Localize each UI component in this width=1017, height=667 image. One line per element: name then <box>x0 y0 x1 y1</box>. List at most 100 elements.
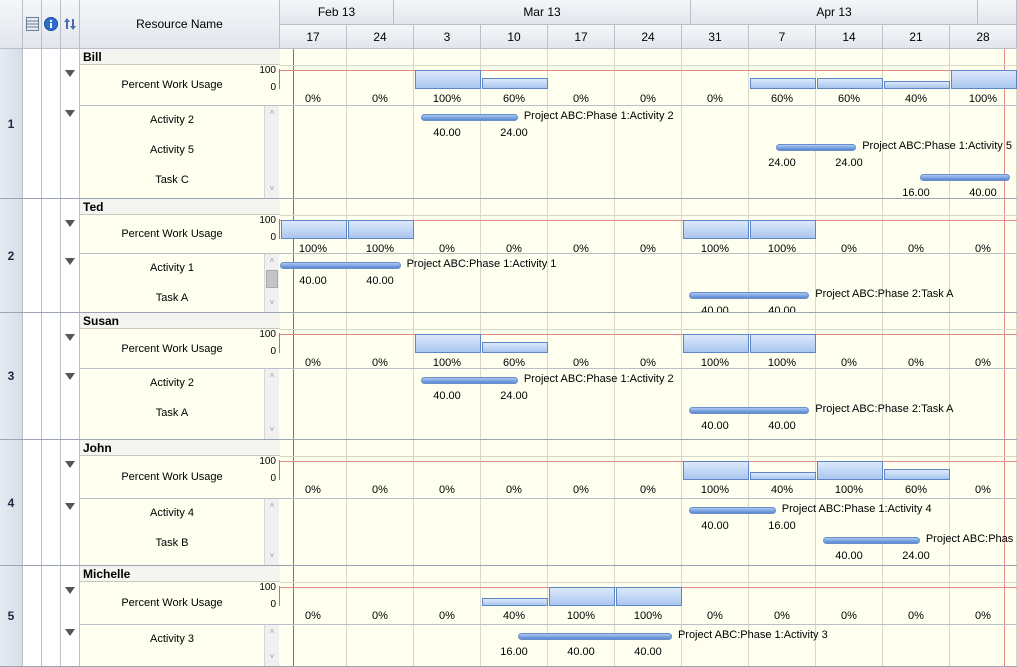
resource-name[interactable]: Ted <box>80 199 280 215</box>
usage-bar[interactable] <box>817 78 883 89</box>
gantt-bar[interactable] <box>280 262 401 269</box>
week-header[interactable]: 7 <box>749 25 816 49</box>
gantt-bar[interactable] <box>775 144 857 151</box>
week-header[interactable]: 28 <box>950 25 1017 49</box>
week-header[interactable]: 21 <box>883 25 950 49</box>
scroll-up-icon[interactable]: ˄ <box>269 501 275 510</box>
sort-arrows-icon[interactable] <box>61 0 80 49</box>
week-header[interactable]: 31 <box>682 25 749 49</box>
activity-scrollbar[interactable]: ˄ ˅ <box>264 254 279 312</box>
week-header[interactable]: 24 <box>347 25 414 49</box>
week-header[interactable]: 17 <box>548 25 615 49</box>
resource-name[interactable]: Susan <box>80 313 280 329</box>
scroll-up-icon[interactable]: ˄ <box>269 627 275 636</box>
usage-bar[interactable] <box>951 70 1017 89</box>
week-header[interactable]: 3 <box>414 25 481 49</box>
usage-bar[interactable] <box>750 78 816 89</box>
scroll-down-icon[interactable]: ˅ <box>269 298 275 307</box>
activity-name[interactable]: Activity 1 <box>149 262 194 274</box>
collapse-usage-icon[interactable] <box>65 587 75 594</box>
usage-bar[interactable] <box>482 598 548 606</box>
scroll-down-icon[interactable]: ˅ <box>269 652 275 661</box>
row-number[interactable]: 2 <box>0 199 23 313</box>
usage-bar[interactable] <box>750 472 816 480</box>
scroll-up-icon[interactable]: ˄ <box>269 256 275 265</box>
scroll-thumb[interactable] <box>266 270 278 288</box>
resource-name[interactable]: John <box>80 440 280 456</box>
scroll-down-icon[interactable]: ˅ <box>269 425 275 434</box>
usage-bar[interactable] <box>683 461 749 480</box>
info-icon[interactable] <box>42 0 61 49</box>
week-header[interactable]: 10 <box>481 25 548 49</box>
usage-percent: 40% <box>502 610 526 622</box>
usage-bar[interactable] <box>616 587 682 606</box>
week-header[interactable]: 24 <box>615 25 682 49</box>
week-header[interactable]: 17 <box>280 25 347 49</box>
collapse-activities-icon[interactable] <box>65 503 75 510</box>
gantt-bar[interactable] <box>688 507 776 514</box>
month-header[interactable]: Mar 13 <box>394 0 691 25</box>
activity-scrollbar[interactable]: ˄ ˅ <box>264 369 279 439</box>
usage-bar[interactable] <box>549 587 615 606</box>
usage-bar[interactable] <box>348 220 414 239</box>
grid-icon[interactable] <box>23 0 42 49</box>
row-number[interactable]: 5 <box>0 566 23 667</box>
collapse-usage-icon[interactable] <box>65 70 75 77</box>
gantt-bar[interactable] <box>688 292 810 299</box>
gantt-bar[interactable] <box>919 174 1011 181</box>
usage-bar[interactable] <box>482 342 548 353</box>
row-number[interactable]: 3 <box>0 313 23 440</box>
collapse-usage-icon[interactable] <box>65 461 75 468</box>
activity-name[interactable]: Activity 2 <box>149 377 194 389</box>
collapse-usage-icon[interactable] <box>65 334 75 341</box>
scroll-up-icon[interactable]: ˄ <box>269 371 275 380</box>
collapse-activities-icon[interactable] <box>65 373 75 380</box>
usage-bar[interactable] <box>884 81 950 89</box>
gantt-bar[interactable] <box>517 633 672 640</box>
usage-bar[interactable] <box>415 334 481 353</box>
resource-name[interactable]: Bill <box>80 49 280 65</box>
activity-name[interactable]: Activity 4 <box>149 507 194 519</box>
row-number[interactable]: 4 <box>0 440 23 566</box>
gantt-bar[interactable] <box>420 377 518 384</box>
scroll-down-icon[interactable]: ˅ <box>269 551 275 560</box>
usage-bar[interactable] <box>482 78 548 89</box>
usage-bar[interactable] <box>750 220 816 239</box>
week-gridline <box>614 440 615 566</box>
month-header[interactable]: Apr 13 <box>691 0 978 25</box>
activity-scrollbar[interactable]: ˄ ˅ <box>264 625 279 666</box>
activity-name[interactable]: Task B <box>155 537 189 549</box>
activity-name[interactable]: Task A <box>155 407 189 419</box>
scroll-down-icon[interactable]: ˅ <box>269 184 275 193</box>
week-header[interactable]: 14 <box>816 25 883 49</box>
scroll-up-icon[interactable]: ˄ <box>269 108 275 117</box>
activity-scrollbar[interactable]: ˄ ˅ <box>264 106 279 198</box>
usage-bar[interactable] <box>817 461 883 480</box>
usage-bar[interactable] <box>281 220 347 239</box>
usage-bar[interactable] <box>750 334 816 353</box>
collapse-usage-icon[interactable] <box>65 220 75 227</box>
status-date-line <box>1004 566 1005 667</box>
row-number[interactable]: 1 <box>0 49 23 199</box>
activity-name[interactable]: Activity 2 <box>149 114 194 126</box>
usage-percent: 100% <box>432 93 462 105</box>
activity-name[interactable]: Task A <box>155 292 189 304</box>
usage-bar[interactable] <box>683 220 749 239</box>
month-header[interactable] <box>978 0 1017 25</box>
activity-scrollbar[interactable]: ˄ ˅ <box>264 499 279 565</box>
gantt-bar[interactable] <box>420 114 518 121</box>
resource-name[interactable]: Michelle <box>80 566 280 582</box>
usage-bar[interactable] <box>415 70 481 89</box>
usage-bar[interactable] <box>884 469 950 480</box>
collapse-activities-icon[interactable] <box>65 258 75 265</box>
gantt-bar[interactable] <box>822 537 920 544</box>
activity-name[interactable]: Activity 3 <box>149 633 194 645</box>
gantt-bar[interactable] <box>688 407 810 414</box>
month-header[interactable]: Feb 13 <box>280 0 394 25</box>
activity-name[interactable]: Task C <box>155 174 189 186</box>
collapse-activities-icon[interactable] <box>65 110 75 117</box>
collapse-activities-icon[interactable] <box>65 629 75 636</box>
usage-bar[interactable] <box>683 334 749 353</box>
resource-name-header[interactable]: Resource Name <box>80 0 280 49</box>
activity-name[interactable]: Activity 5 <box>149 144 194 156</box>
